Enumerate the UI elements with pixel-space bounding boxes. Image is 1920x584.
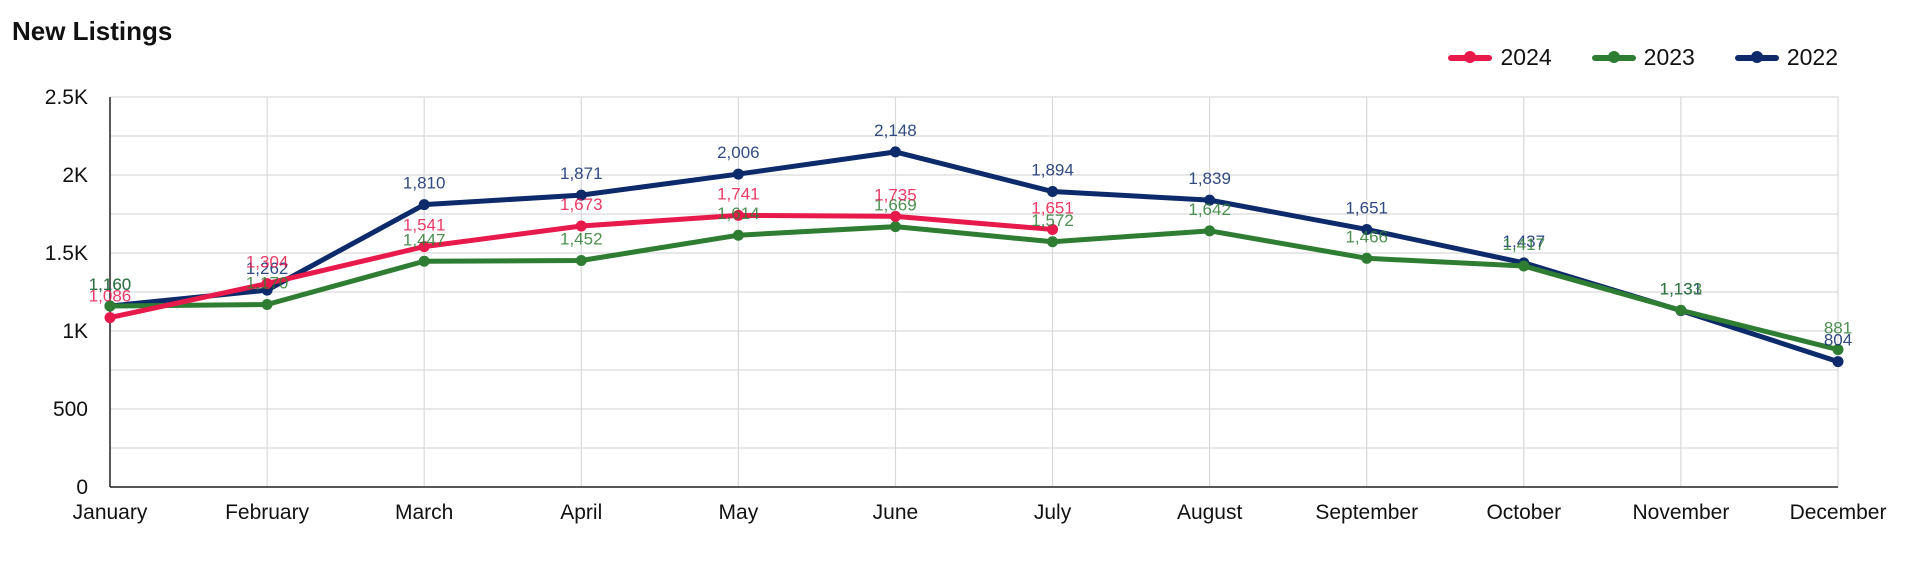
data-point-2024-may bbox=[732, 209, 744, 221]
legend-swatch-2024 bbox=[1448, 50, 1493, 63]
data-point-2024-june bbox=[889, 210, 901, 222]
data-label-2024-may: 1,741 bbox=[717, 184, 760, 203]
series-line-2023 bbox=[107, 224, 1841, 353]
data-point-2023-june bbox=[889, 221, 901, 233]
data-label-2023-january: 1,160 bbox=[89, 275, 132, 294]
y-tick-label: 500 bbox=[53, 398, 88, 421]
legend-item-2023[interactable]: 2023 bbox=[1591, 44, 1695, 71]
data-label-2022-october: 1,437 bbox=[1503, 232, 1546, 251]
x-tick-label-may: May bbox=[719, 501, 759, 524]
legend-swatch-2023 bbox=[1591, 50, 1636, 63]
data-point-2023-august bbox=[1204, 225, 1216, 237]
y-tick-label: 2K bbox=[62, 164, 88, 187]
data-point-2023-january bbox=[104, 300, 116, 312]
data-point-2024-march bbox=[418, 241, 430, 253]
data-label-2023-november: 1,133 bbox=[1660, 279, 1703, 298]
y-tick-label: 0 bbox=[76, 476, 88, 499]
series-line-2022 bbox=[107, 149, 1841, 365]
x-tick-label-september: September bbox=[1315, 501, 1418, 524]
data-point-2023-november bbox=[1675, 304, 1687, 316]
data-label-2023-august: 1,642 bbox=[1188, 200, 1231, 219]
data-label-2023-july: 1,572 bbox=[1031, 211, 1074, 230]
data-label-2022-april: 1,871 bbox=[560, 164, 603, 183]
data-label-2022-november: 1,131 bbox=[1660, 280, 1703, 299]
data-label-2023-may: 1,614 bbox=[717, 204, 760, 223]
data-point-2022-august bbox=[1204, 194, 1216, 206]
data-label-2023-june: 1,669 bbox=[874, 196, 917, 215]
x-tick-label-june: June bbox=[873, 501, 919, 524]
data-label-2024-april: 1,673 bbox=[560, 195, 603, 214]
data-point-2023-march bbox=[418, 255, 430, 267]
x-tick-label-july: July bbox=[1034, 501, 1072, 524]
data-label-2023-october: 1,417 bbox=[1503, 235, 1546, 254]
data-point-2023-december bbox=[1832, 344, 1844, 356]
data-label-2024-january: 1,086 bbox=[89, 287, 132, 306]
data-label-2022-march: 1,810 bbox=[403, 174, 446, 193]
legend-label-2023: 2023 bbox=[1643, 44, 1695, 70]
legend-swatch-2022 bbox=[1734, 50, 1779, 63]
data-label-2022-february: 1,262 bbox=[246, 259, 289, 278]
data-point-2024-april bbox=[575, 220, 587, 232]
x-tick-label-november: November bbox=[1632, 501, 1729, 524]
data-point-2022-september bbox=[1361, 223, 1373, 235]
data-label-2023-april: 1,452 bbox=[560, 229, 603, 248]
x-tick-label-february: February bbox=[225, 501, 310, 524]
x-tick-label-december: December bbox=[1790, 501, 1887, 524]
data-point-2024-january bbox=[104, 312, 116, 324]
data-label-2023-september: 1,466 bbox=[1345, 227, 1388, 246]
data-label-2024-july: 1,651 bbox=[1031, 198, 1074, 217]
chart-legend: 2024 2023 2022 bbox=[1448, 44, 1838, 71]
data-label-2022-july: 1,894 bbox=[1031, 161, 1074, 180]
data-point-2022-june bbox=[889, 146, 901, 158]
data-point-2024-july bbox=[1047, 223, 1059, 235]
legend-label-2024: 2024 bbox=[1500, 44, 1552, 70]
data-point-2023-april bbox=[575, 254, 587, 266]
y-tick-label: 1.5K bbox=[45, 242, 88, 265]
legend-label-2022: 2022 bbox=[1786, 44, 1838, 70]
data-label-2022-december: 804 bbox=[1824, 331, 1852, 350]
data-label-2024-june: 1,735 bbox=[874, 185, 917, 204]
data-label-2022-june: 2,148 bbox=[874, 121, 917, 140]
data-label-2023-march: 1,447 bbox=[403, 230, 446, 249]
data-label-2023-february: 1,170 bbox=[246, 273, 289, 292]
data-point-2022-december bbox=[1832, 356, 1844, 368]
data-label-2022-september: 1,651 bbox=[1345, 198, 1388, 217]
data-point-2023-october bbox=[1518, 260, 1530, 272]
x-tick-label-april: April bbox=[560, 501, 602, 524]
legend-item-2024[interactable]: 2024 bbox=[1448, 44, 1552, 71]
data-point-2023-july bbox=[1047, 236, 1059, 248]
data-label-2023-december: 881 bbox=[1824, 319, 1852, 338]
y-tick-label: 1K bbox=[62, 320, 88, 343]
data-point-2022-july bbox=[1047, 186, 1059, 198]
data-point-2024-february bbox=[261, 278, 273, 290]
y-tick-label: 2.5K bbox=[45, 86, 88, 109]
chart-title: New Listings bbox=[12, 16, 173, 46]
data-point-2022-april bbox=[575, 189, 587, 201]
data-point-2022-may bbox=[732, 168, 744, 180]
data-point-2023-may bbox=[732, 229, 744, 241]
data-point-2022-march bbox=[418, 199, 430, 211]
x-tick-label-january: January bbox=[73, 501, 148, 524]
legend-item-2022[interactable]: 2022 bbox=[1734, 44, 1838, 71]
data-label-2022-may: 2,006 bbox=[717, 143, 760, 162]
data-point-2023-february bbox=[261, 298, 273, 310]
data-label-2024-february: 1,304 bbox=[246, 253, 289, 272]
data-point-2023-september bbox=[1361, 252, 1373, 264]
x-tick-label-march: March bbox=[395, 501, 453, 524]
data-label-2024-march: 1,541 bbox=[403, 216, 446, 235]
data-label-2022-january: 1,160 bbox=[89, 275, 132, 294]
x-tick-label-august: August bbox=[1177, 501, 1243, 524]
data-label-2022-august: 1,839 bbox=[1188, 169, 1231, 188]
x-tick-label-october: October bbox=[1486, 501, 1561, 524]
